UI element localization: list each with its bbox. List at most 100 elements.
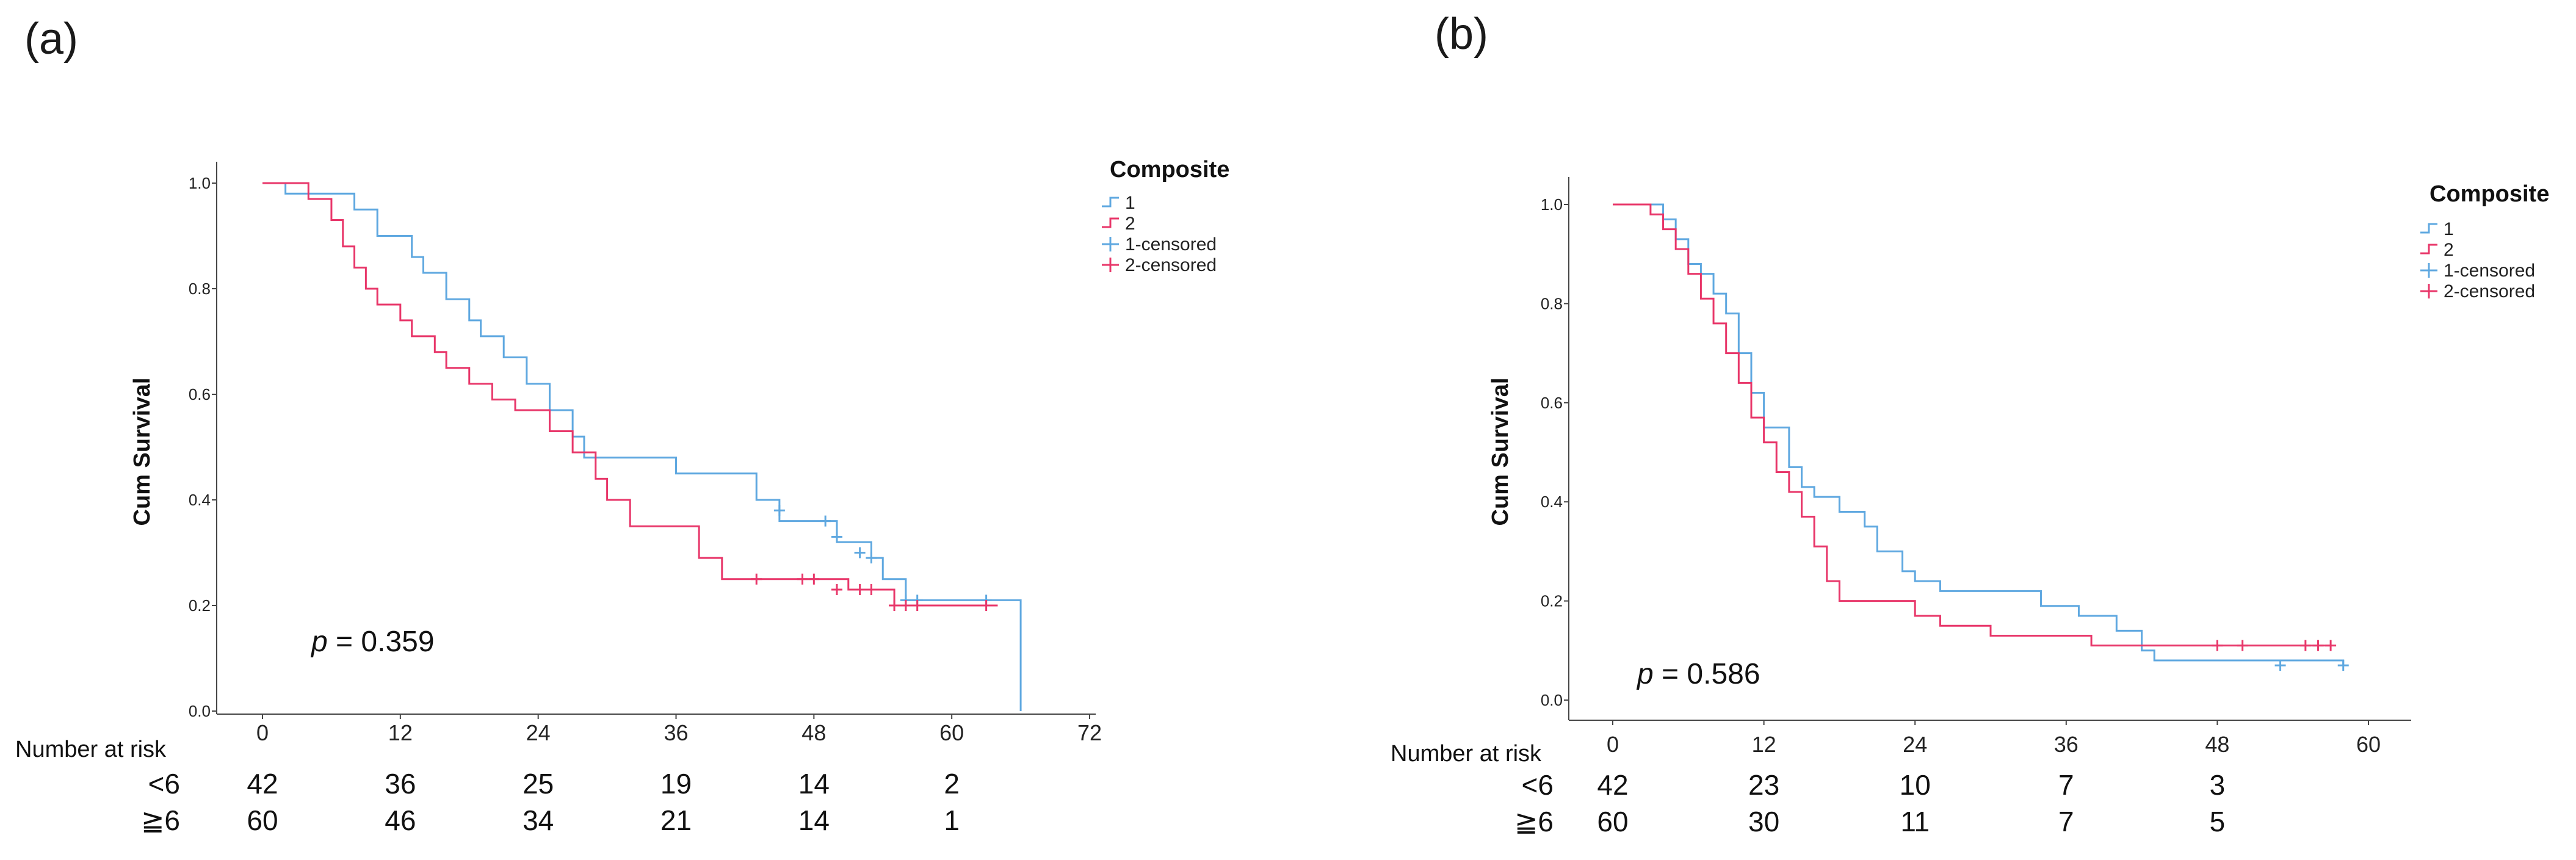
y-tick-label: 0.2 [189, 596, 211, 615]
censored-mark-2 [2325, 640, 2337, 651]
risk-value: 7 [2058, 769, 2074, 801]
legend-entry: 1 [2444, 219, 2454, 239]
legend-entry: 1-censored [1125, 234, 1217, 255]
panel-label: (b) [1435, 10, 1488, 59]
y-tick-label: 1.0 [189, 174, 211, 192]
legend-swatch [2420, 263, 2437, 278]
y-axis-label: Cum Survival [1488, 378, 1513, 526]
y-tick-label: 0.2 [1541, 592, 1563, 610]
risk-value: 36 [385, 768, 416, 800]
censored-mark-2 [831, 584, 842, 596]
censored-mark-2 [911, 600, 923, 611]
risk-row-label: <6 [148, 768, 180, 800]
legend-entry: 2-censored [1125, 255, 1217, 275]
y-tick-label: 0.0 [189, 702, 211, 720]
censored-mark-2 [2237, 640, 2248, 651]
censored-mark-1 [773, 505, 785, 516]
legend-entry: 2 [1125, 214, 1135, 234]
risk-table-title: Number at risk [15, 737, 167, 762]
risk-value: 60 [1597, 806, 1628, 837]
panel-label: (a) [24, 15, 78, 63]
risk-value: 3 [2210, 769, 2226, 801]
y-tick-label: 1.0 [1541, 195, 1563, 214]
y-axis-label: Cum Survival [129, 378, 155, 526]
risk-value: 25 [523, 768, 554, 800]
censored-mark-2 [2299, 640, 2311, 651]
censored-mark-2 [751, 573, 762, 585]
legend-title: Composite [2429, 181, 2549, 207]
survival-curve-2 [1613, 203, 2331, 647]
x-tick-label: 36 [664, 720, 688, 745]
legend-swatch [1102, 197, 1119, 208]
censored-mark-2 [980, 600, 992, 611]
legend-entry: 2 [2444, 240, 2454, 260]
risk-value: 5 [2210, 806, 2226, 837]
censored-mark-1 [2337, 660, 2349, 671]
legend-entry: 1-censored [2444, 261, 2535, 281]
risk-value: 19 [660, 768, 692, 800]
risk-value: 21 [660, 804, 692, 836]
x-tick-label: 36 [2054, 732, 2079, 757]
x-tick-label: 60 [939, 720, 964, 745]
censored-mark-1 [866, 552, 877, 564]
legend-swatch [1102, 237, 1119, 251]
x-tick-label: 48 [801, 720, 826, 745]
legend-swatch [2420, 244, 2437, 255]
censored-mark-2 [866, 584, 877, 596]
censored-mark-2 [808, 573, 820, 585]
y-tick-label: 0.0 [1541, 691, 1563, 709]
risk-value: 23 [1748, 769, 1779, 801]
censored-mark-2 [854, 584, 866, 596]
risk-value: 46 [385, 804, 416, 836]
x-tick-label: 24 [526, 720, 551, 745]
x-tick-label: 0 [1607, 732, 1619, 757]
risk-value: 2 [944, 768, 960, 800]
x-tick-label: 60 [2356, 732, 2381, 757]
x-tick-label: 48 [2205, 732, 2229, 757]
censored-mark-2 [900, 600, 911, 611]
p-value-annotation: p = 0.586 [1636, 658, 1760, 690]
y-tick-label: 0.4 [189, 491, 211, 509]
survival-curve-2 [262, 182, 998, 607]
plot-area [1569, 177, 2411, 720]
risk-table-title: Number at risk [1391, 741, 1542, 767]
legend-title: Composite [1110, 157, 1229, 182]
risk-value: 42 [1597, 769, 1628, 801]
risk-value: 60 [247, 804, 278, 836]
p-value-text: = 0.359 [328, 626, 435, 658]
x-tick-label: 0 [256, 720, 269, 745]
y-tick-label: 0.6 [1541, 394, 1563, 412]
risk-value: 42 [247, 768, 278, 800]
risk-value: 14 [798, 804, 830, 836]
x-tick-label: 24 [1903, 732, 1927, 757]
y-tick-label: 0.8 [1541, 294, 1563, 313]
legend-entry: 1 [1125, 193, 1135, 213]
risk-value: 1 [944, 804, 960, 836]
censored-mark-1 [854, 547, 866, 558]
x-tick-label: 12 [1752, 732, 1776, 757]
p-value-symbol: p [310, 626, 328, 658]
p-value-annotation: p = 0.359 [310, 626, 435, 658]
risk-value: 14 [798, 768, 830, 800]
x-tick-label: 12 [388, 720, 413, 745]
censored-mark-1 [831, 531, 842, 543]
y-tick-label: 0.4 [1541, 493, 1563, 511]
risk-row-label: <6 [1522, 769, 1554, 801]
risk-row-label: ≧6 [1514, 806, 1554, 837]
censored-mark-2 [889, 600, 900, 611]
y-tick-label: 0.6 [189, 385, 211, 403]
legend-swatch [2420, 223, 2437, 234]
risk-value: 34 [523, 804, 554, 836]
risk-value: 10 [1900, 769, 1931, 801]
p-value-text: = 0.586 [1654, 658, 1760, 690]
legend-swatch [2420, 284, 2437, 298]
censored-mark-2 [797, 573, 808, 585]
y-tick-label: 0.8 [189, 280, 211, 298]
censored-mark-1 [2274, 660, 2286, 671]
p-value-symbol: p [1636, 658, 1654, 690]
plot-area [217, 162, 1096, 714]
risk-value: 30 [1748, 806, 1779, 837]
censored-mark-2 [2312, 640, 2324, 651]
legend-swatch [1102, 258, 1119, 272]
